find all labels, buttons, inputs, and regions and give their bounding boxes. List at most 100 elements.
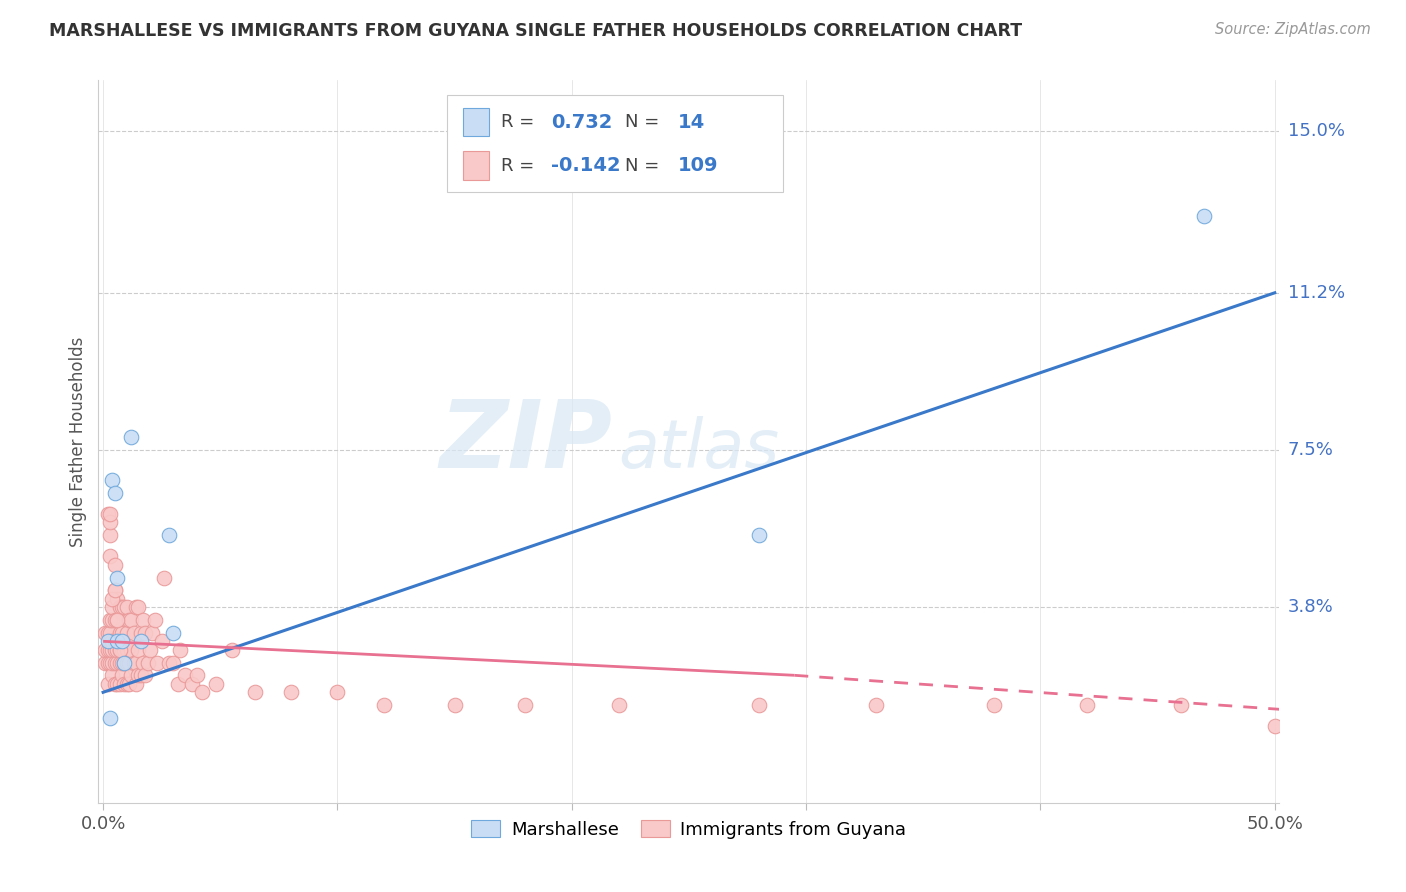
Point <box>181 677 204 691</box>
Point <box>111 656 134 670</box>
Point <box>98 528 121 542</box>
Point <box>94 656 117 670</box>
Point <box>120 668 142 682</box>
Point <box>104 485 127 500</box>
Point <box>112 656 135 670</box>
Text: MARSHALLESE VS IMMIGRANTS FROM GUYANA SINGLE FATHER HOUSEHOLDS CORRELATION CHART: MARSHALLESE VS IMMIGRANTS FROM GUYANA SI… <box>49 22 1022 40</box>
Point <box>115 625 138 640</box>
Point <box>101 642 124 657</box>
Point <box>122 625 145 640</box>
Text: N =: N = <box>626 157 665 175</box>
Point <box>101 600 124 615</box>
Point <box>101 634 124 648</box>
Point <box>167 677 190 691</box>
Point <box>111 634 134 648</box>
Point <box>127 642 149 657</box>
Point <box>326 685 349 699</box>
Text: 3.8%: 3.8% <box>1288 599 1333 616</box>
Point <box>150 634 173 648</box>
Point <box>97 625 120 640</box>
Point <box>120 613 142 627</box>
Point <box>1264 719 1286 733</box>
Point <box>190 685 212 699</box>
Point <box>98 656 121 670</box>
Point <box>115 642 138 657</box>
Point <box>104 583 127 598</box>
Point <box>108 625 131 640</box>
Point <box>513 698 536 712</box>
Point <box>97 656 120 670</box>
Point <box>98 625 121 640</box>
Point <box>108 642 131 657</box>
Point <box>112 600 135 615</box>
Point <box>98 507 121 521</box>
Text: N =: N = <box>626 113 665 131</box>
Point <box>204 677 226 691</box>
Point <box>101 656 124 670</box>
Point <box>97 677 120 691</box>
Point <box>108 600 131 615</box>
Point <box>104 583 127 598</box>
Point <box>105 570 128 584</box>
Text: 0.732: 0.732 <box>551 112 612 131</box>
Point <box>98 516 121 530</box>
Point <box>98 613 121 627</box>
Point <box>105 613 128 627</box>
Point <box>112 677 135 691</box>
Text: R =: R = <box>501 113 540 131</box>
Point <box>125 677 148 691</box>
Point <box>125 600 148 615</box>
Text: 7.5%: 7.5% <box>1288 441 1334 459</box>
Point <box>111 600 134 615</box>
Point <box>132 613 155 627</box>
Point <box>373 698 395 712</box>
Point <box>120 430 142 444</box>
Point <box>865 698 887 712</box>
Point <box>104 634 127 648</box>
Point <box>1076 698 1098 712</box>
Point <box>108 656 131 670</box>
Point <box>111 625 134 640</box>
Point <box>101 613 124 627</box>
Point <box>108 677 131 691</box>
Point <box>112 656 135 670</box>
Point <box>157 528 180 542</box>
Point <box>129 668 152 682</box>
Point <box>112 642 135 657</box>
Point <box>115 600 138 615</box>
Point <box>122 656 145 670</box>
Point <box>105 634 128 648</box>
Point <box>169 642 191 657</box>
Point <box>115 677 138 691</box>
Point <box>101 591 124 606</box>
Point <box>280 685 302 699</box>
Point <box>111 668 134 682</box>
Point <box>111 642 134 657</box>
Point <box>136 656 159 670</box>
Point <box>141 625 163 640</box>
Point <box>132 656 155 670</box>
Point <box>104 642 127 657</box>
Point <box>1170 698 1192 712</box>
Text: R =: R = <box>501 157 540 175</box>
Point <box>748 528 770 542</box>
Point <box>98 711 121 725</box>
FancyBboxPatch shape <box>447 95 783 193</box>
Point <box>105 677 128 691</box>
Point <box>134 625 156 640</box>
Y-axis label: Single Father Households: Single Father Households <box>69 336 87 547</box>
Point <box>153 570 176 584</box>
Point <box>162 625 184 640</box>
Text: 11.2%: 11.2% <box>1288 284 1346 301</box>
Point <box>139 642 162 657</box>
Point <box>143 613 166 627</box>
Point <box>125 656 148 670</box>
Point <box>97 634 120 648</box>
Text: Source: ZipAtlas.com: Source: ZipAtlas.com <box>1215 22 1371 37</box>
Point <box>118 613 141 627</box>
Point <box>118 677 141 691</box>
Point <box>98 642 121 657</box>
Point <box>105 634 128 648</box>
Point <box>1194 209 1216 223</box>
Point <box>101 668 124 682</box>
